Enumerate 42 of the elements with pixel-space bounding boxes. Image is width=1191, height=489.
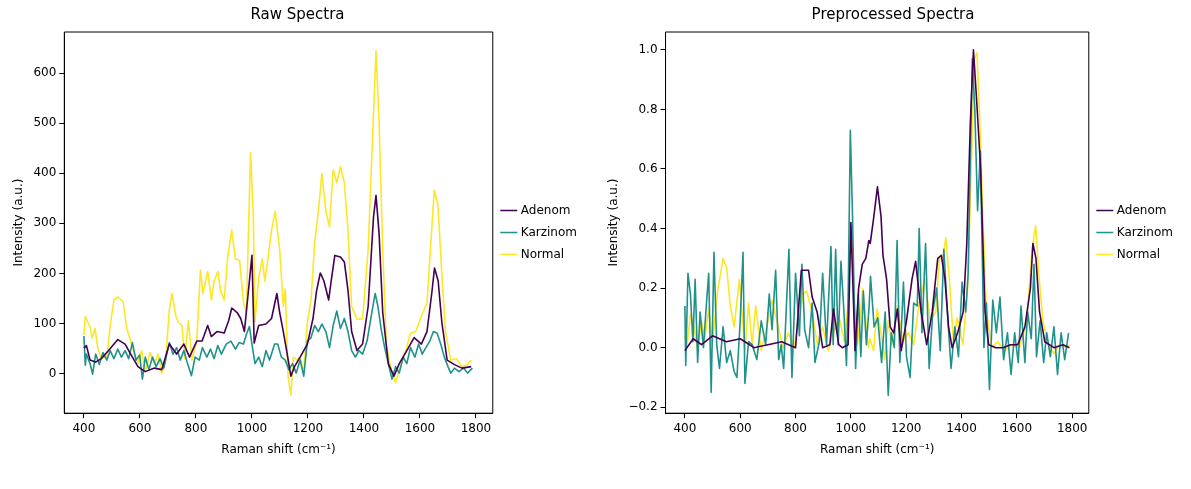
x-tick-label: 600 <box>128 420 152 435</box>
x-tick-label: 1000 <box>236 420 268 435</box>
legend-label: Karzinom <box>520 224 577 239</box>
y-tick-label: 0.4 <box>638 220 658 235</box>
y-tick-label: 0.8 <box>638 101 658 116</box>
y-tick-label: 1.0 <box>638 41 658 56</box>
legend-label: Normal <box>520 246 565 261</box>
x-tick-label: 1200 <box>292 420 324 435</box>
x-tick-label: 1600 <box>404 420 436 435</box>
y-axis-title: Intensity (a.u.) <box>11 178 26 267</box>
x-tick-label: 800 <box>184 420 208 435</box>
y-tick-label: 500 <box>33 115 57 130</box>
chart-title: Raw Spectra <box>250 4 345 23</box>
x-tick-label: 600 <box>728 420 752 435</box>
x-tick-label: 1600 <box>1001 420 1033 435</box>
x-tick-label: 1400 <box>348 420 380 435</box>
y-tick-label: 0.0 <box>638 339 658 354</box>
x-tick-label: 1800 <box>1056 420 1088 435</box>
x-tick-label: 1400 <box>946 420 977 435</box>
y-tick-label: 300 <box>33 215 57 230</box>
y-tick-label: 200 <box>33 265 57 280</box>
legend-label: Adenom <box>1116 202 1167 217</box>
legend-label: Adenom <box>520 202 571 217</box>
x-tick-label: 400 <box>72 420 96 435</box>
x-axis-title: Raman shift (cm⁻¹) <box>221 441 336 456</box>
y-tick-label: 100 <box>33 315 57 330</box>
x-axis-title: Raman shift (cm⁻¹) <box>819 441 935 456</box>
y-tick-label: 0.6 <box>638 161 658 176</box>
y-tick-label: 400 <box>33 165 57 180</box>
y-axis-title: Intensity (a.u.) <box>606 178 621 267</box>
x-tick-label: 1000 <box>835 420 867 435</box>
legend-label: Karzinom <box>1116 224 1173 239</box>
y-tick-label: 600 <box>33 65 57 80</box>
chart-title: Preprocessed Spectra <box>811 4 975 23</box>
x-tick-label: 400 <box>673 420 697 435</box>
x-tick-label: 1200 <box>890 420 922 435</box>
legend-label: Normal <box>1116 246 1161 261</box>
y-tick-label: 0.2 <box>638 280 658 295</box>
x-tick-label: 1800 <box>460 420 492 435</box>
y-tick-label: 0 <box>48 365 57 380</box>
y-tick-label: −0.2 <box>628 399 658 414</box>
x-tick-label: 800 <box>784 420 808 435</box>
